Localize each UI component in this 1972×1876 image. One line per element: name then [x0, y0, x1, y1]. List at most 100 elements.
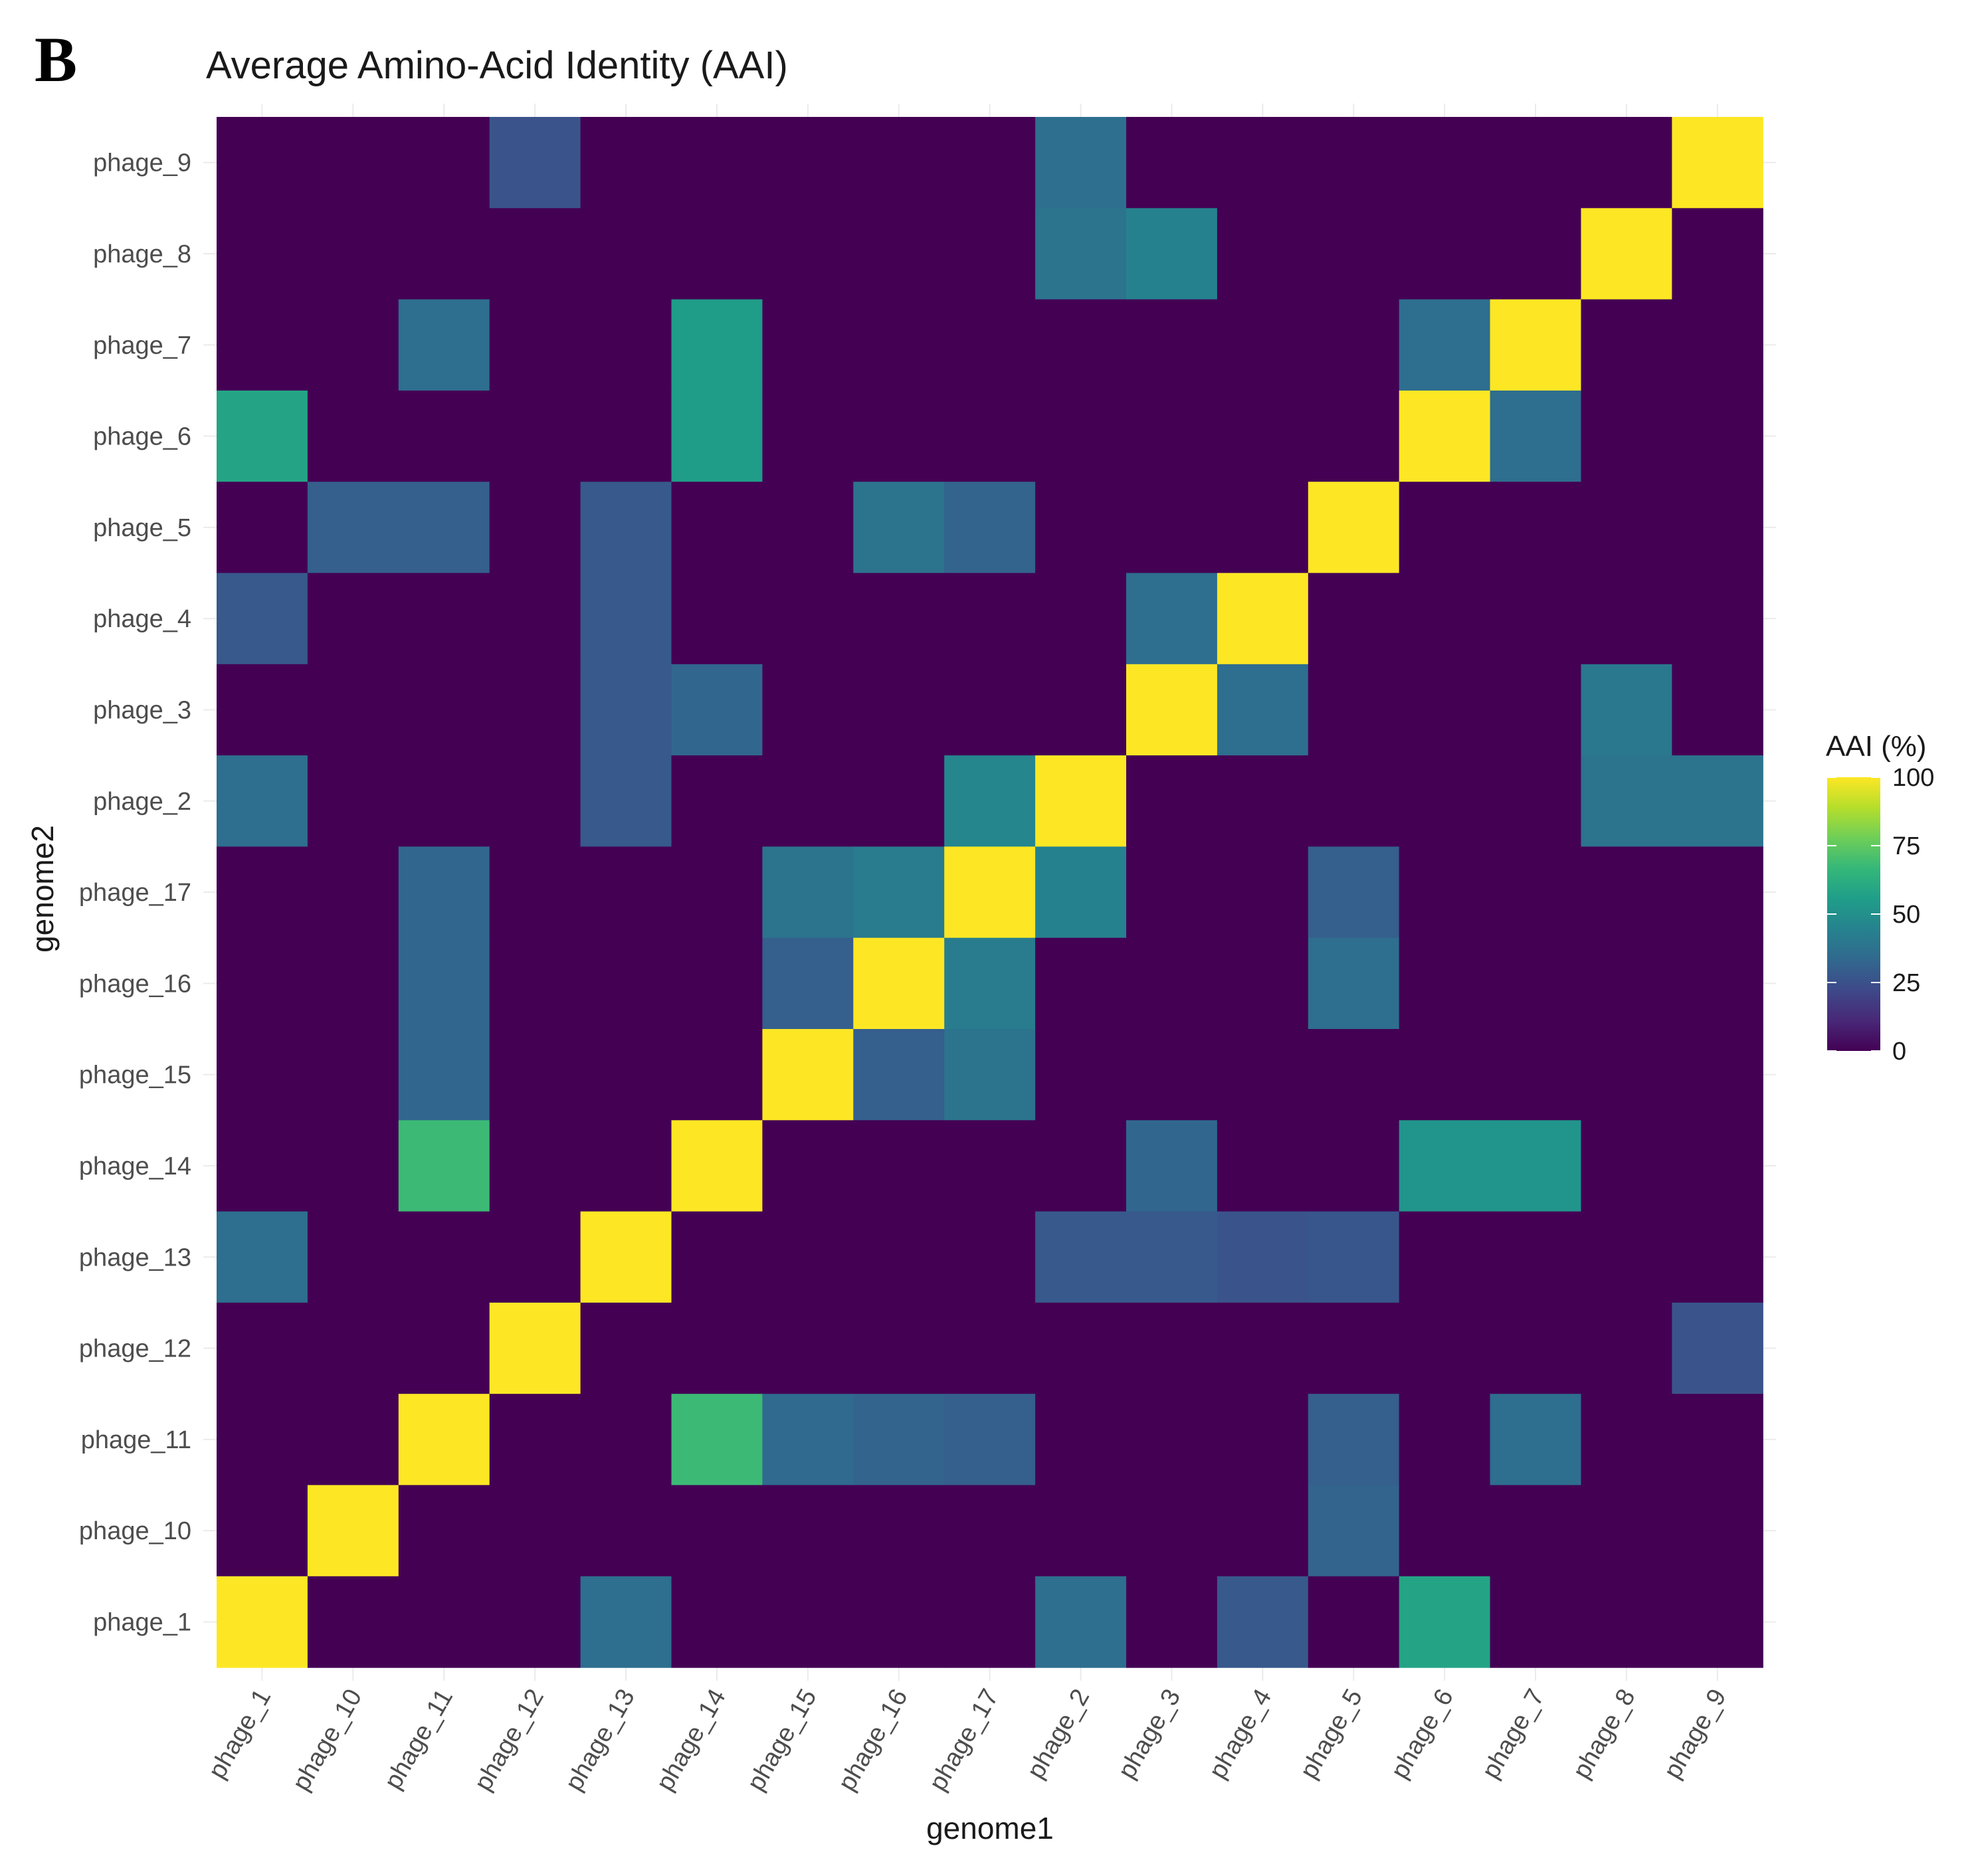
heatmap-cell — [1126, 299, 1218, 391]
heatmap-cell — [217, 1120, 308, 1212]
y-tick-label: phage_4 — [93, 605, 191, 633]
heatmap-cell — [671, 1485, 763, 1577]
heatmap-cell — [1490, 664, 1582, 756]
heatmap-cell — [1126, 1211, 1218, 1303]
heatmap-cell — [762, 1211, 854, 1303]
x-tick-label: phage_11 — [379, 1685, 458, 1794]
heatmap-cell — [580, 1120, 672, 1212]
heatmap-cell — [217, 1029, 308, 1121]
y-tick-label: phage_6 — [93, 423, 191, 451]
y-tick-label: phage_10 — [79, 1517, 191, 1545]
heatmap-cell — [944, 1302, 1036, 1394]
heatmap-cell — [762, 1302, 854, 1394]
heatmap-cell — [580, 937, 672, 1030]
heatmap-cell — [1308, 1211, 1400, 1303]
heatmap-cell — [944, 1394, 1036, 1486]
heatmap-cell — [307, 1211, 399, 1303]
x-tick-label: phage_13 — [560, 1685, 641, 1796]
heatmap-cell — [944, 846, 1036, 939]
heatmap-cell — [1035, 937, 1127, 1030]
heatmap-cell — [762, 573, 854, 665]
heatmap-cell — [580, 1485, 672, 1577]
heatmap-cell — [307, 117, 399, 209]
heatmap-cell — [762, 117, 854, 209]
heatmap-cell — [1126, 1302, 1218, 1394]
heatmap-cell — [1035, 1120, 1127, 1212]
y-tick-label: phage_15 — [79, 1062, 191, 1089]
heatmap-cell — [1217, 117, 1309, 209]
y-tick-label: phage_13 — [79, 1244, 191, 1271]
heatmap-cell — [853, 573, 945, 665]
heatmap-cell — [489, 1211, 581, 1303]
heatmap-cell — [489, 208, 581, 300]
heatmap-cell — [398, 482, 490, 574]
heatmap-cell — [307, 1394, 399, 1486]
heatmap-cell — [1581, 755, 1672, 847]
heatmap-cell — [1035, 755, 1127, 847]
heatmap-cell — [944, 482, 1036, 574]
heatmap-cell — [1217, 208, 1309, 300]
heatmap-cell — [671, 1576, 763, 1668]
heatmap-cell — [1399, 1120, 1491, 1212]
heatmap-cell — [580, 846, 672, 939]
chart-title: Average Amino-Acid Identity (AAI) — [206, 44, 788, 87]
x-tick-label: phage_16 — [833, 1685, 914, 1796]
x-tick-label: phage_1 — [203, 1685, 276, 1784]
heatmap-cell — [1308, 208, 1400, 300]
x-tick-label: phage_5 — [1295, 1685, 1368, 1784]
x-tick-label: phage_12 — [469, 1685, 549, 1796]
panel-label: B — [35, 24, 77, 95]
heatmap-cell — [398, 1211, 490, 1303]
heatmap-cell — [398, 390, 490, 482]
heatmap-cell — [671, 117, 763, 209]
heatmap-cell — [1490, 1485, 1582, 1577]
heatmap-cell — [398, 937, 490, 1030]
heatmap-cell — [853, 1302, 945, 1394]
heatmap-cell — [217, 1576, 308, 1668]
heatmap-cell — [1399, 299, 1491, 391]
heatmap-cell — [489, 390, 581, 482]
heatmap-cell — [1490, 208, 1582, 300]
heatmap-cell — [1035, 299, 1127, 391]
heatmap-cell — [217, 117, 308, 209]
heatmap-cell — [1308, 117, 1400, 209]
heatmap-cell — [1035, 482, 1127, 574]
heatmap-cell — [1490, 299, 1582, 391]
heatmap-cell — [307, 482, 399, 574]
heatmap-cell — [398, 208, 490, 300]
heatmap-cell — [1581, 1029, 1672, 1121]
heatmap-cell — [1217, 1211, 1309, 1303]
heatmap-cell — [762, 1576, 854, 1668]
heatmap-cell — [1672, 1576, 1763, 1668]
heatmap-cell — [1308, 664, 1400, 756]
heatmap-cell — [1308, 1302, 1400, 1394]
y-tick-label: phage_1 — [93, 1608, 191, 1636]
heatmap-cell — [944, 299, 1036, 391]
heatmap-cell — [1490, 482, 1582, 574]
heatmap-cell — [1399, 664, 1491, 756]
heatmap-cell — [1581, 1211, 1672, 1303]
heatmap-cell — [853, 1029, 945, 1121]
heatmap-cell — [1672, 1211, 1763, 1303]
heatmap-cell — [580, 1211, 672, 1303]
heatmap-cell — [307, 1576, 399, 1668]
heatmap-cell — [580, 1302, 672, 1394]
color-legend: AAI (%) 100 75 50 25 0 — [1826, 730, 1934, 1066]
heatmap-cell — [1581, 1394, 1672, 1486]
heatmap-cell — [580, 482, 672, 574]
heatmap-cell — [217, 937, 308, 1030]
heatmap-cell — [1035, 117, 1127, 209]
heatmap-cell — [1490, 1120, 1582, 1212]
heatmap-cell — [1035, 1576, 1127, 1668]
heatmap-cell — [307, 755, 399, 847]
heatmap-cell — [1217, 755, 1309, 847]
heatmap-cell — [944, 208, 1036, 300]
heatmap-cell — [1035, 1211, 1127, 1303]
heatmap-cell — [671, 482, 763, 574]
heatmap-cell — [1126, 1029, 1218, 1121]
heatmap-cell — [762, 1485, 854, 1577]
heatmap-cell — [853, 299, 945, 391]
heatmap-cell — [944, 1029, 1036, 1121]
heatmap-cell — [1308, 573, 1400, 665]
